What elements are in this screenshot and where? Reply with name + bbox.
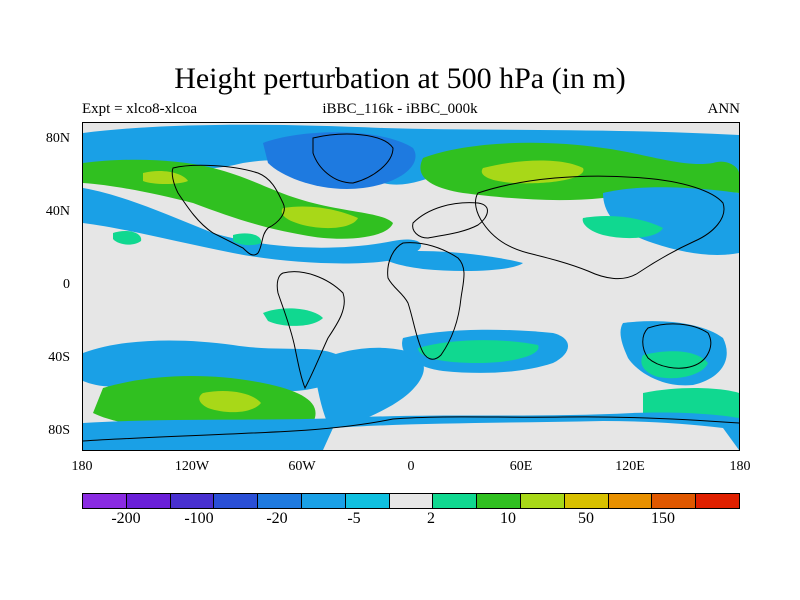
colorbar-label-m200: -200 [111, 510, 141, 527]
yellow-atlantic [281, 206, 358, 229]
deep-blue-greenland [263, 132, 416, 189]
colorbar-segment [214, 494, 259, 508]
green-spot-pacific [113, 230, 142, 245]
experiment-label: Expt = xlco8-xlcoa [82, 101, 198, 117]
colorbar-segment [696, 494, 739, 508]
gray-antarctic [323, 421, 739, 450]
field-shading [83, 124, 739, 450]
coast-north-america [171, 164, 285, 256]
green-spot-central [233, 233, 262, 246]
colorbar-segment [389, 494, 434, 508]
yellow-south-pacific [199, 391, 261, 413]
lon-label-180e: 180 [729, 459, 751, 474]
lat-label-80n: 80N [45, 131, 70, 146]
colorbar-segment [433, 494, 478, 508]
green-tropical-pacific [263, 308, 323, 326]
coast-europe [412, 202, 488, 239]
green-asia-mid [582, 216, 663, 239]
lon-label-180w: 180 [71, 459, 93, 474]
lon-label-60e: 60E [509, 459, 533, 474]
run-difference-label: iBBC_116k - iBBC_000k [322, 101, 478, 117]
colorbar-segment [520, 494, 565, 508]
colorbar-label-m5: -5 [347, 510, 361, 527]
blue-south-atlantic [313, 347, 424, 433]
map-panel [82, 122, 740, 451]
lon-label-120w: 120W [174, 459, 210, 474]
lon-label-0: 0 [407, 459, 415, 474]
coast-antarctica [83, 416, 739, 442]
colorbar-segment [345, 494, 390, 508]
colorbar-label-10: 10 [500, 510, 516, 527]
colorbar-label-150: 150 [651, 510, 675, 527]
colorbar-label-50: 50 [578, 510, 594, 527]
colorbar-segment [608, 494, 653, 508]
yellow-pacific [143, 170, 188, 184]
colorbar-segment [170, 494, 215, 508]
colorbar-segment [477, 494, 521, 508]
green-south-indian [418, 340, 539, 363]
coast-greenland [312, 133, 394, 184]
lat-label-40s: 40S [48, 350, 70, 365]
colorbar [82, 493, 740, 509]
green-australia [641, 351, 708, 379]
colorbar-segment [652, 494, 697, 508]
colorbar-label-2: 2 [427, 510, 435, 527]
season-label: ANN [707, 101, 741, 117]
plot-title: Height perturbation at 500 hPa (in m) [174, 62, 626, 95]
colorbar-segment [83, 494, 127, 508]
blue-south-pacific [83, 340, 349, 392]
lat-label-eq: 0 [63, 277, 70, 292]
colorbar-label-m20: -20 [266, 510, 288, 527]
blue-north-africa [382, 251, 523, 271]
colorbar-segment [564, 494, 609, 508]
field-map [83, 124, 739, 450]
coast-asia [475, 175, 725, 280]
colorbar-label-m100: -100 [184, 510, 214, 527]
coastlines [83, 133, 739, 442]
colorbar-segment [258, 494, 302, 508]
lon-label-60w: 60W [288, 459, 316, 474]
coast-south-america [276, 271, 345, 390]
lon-label-120e: 120E [615, 459, 645, 474]
colorbar-segment [126, 494, 171, 508]
lat-label-80s: 80S [48, 423, 70, 438]
coast-africa [387, 242, 465, 360]
coast-australia [642, 323, 712, 369]
lat-label-40n: 40N [45, 204, 70, 219]
blue-west-pacific [603, 187, 739, 255]
colorbar-segment [301, 494, 346, 508]
